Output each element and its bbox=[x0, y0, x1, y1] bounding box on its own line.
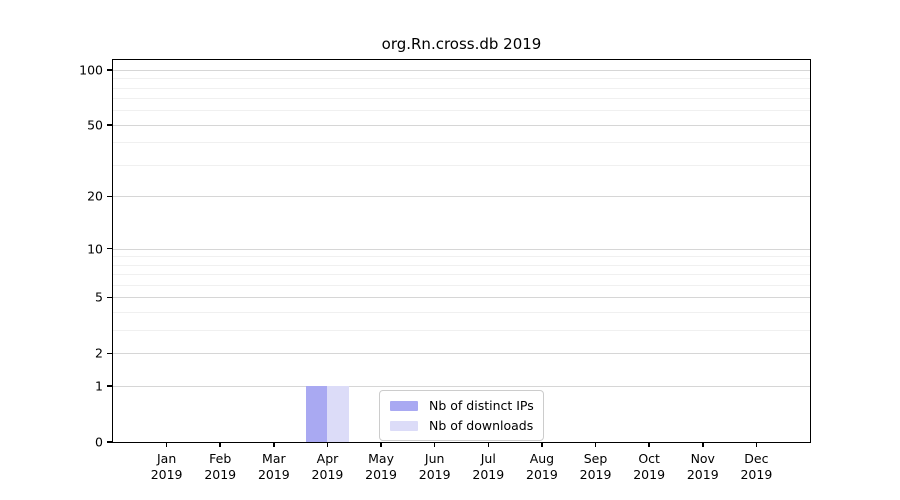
x-tick-mark bbox=[541, 442, 543, 447]
minor-gridline bbox=[113, 285, 810, 287]
y-tick-mark bbox=[107, 441, 112, 443]
minor-gridline bbox=[113, 312, 810, 314]
y-tick-label: 2 bbox=[95, 345, 103, 361]
legend-item-downloads: Nb of downloads bbox=[390, 418, 534, 433]
x-tick-mark bbox=[487, 442, 490, 447]
x-tick-label: Dec 2019 bbox=[740, 451, 773, 482]
plot-area: Nb of distinct IPs Nb of downloads 100 50… bbox=[79, 59, 811, 482]
legend-label-distinct-ips: Nb of distinct IPs bbox=[429, 398, 534, 413]
minor-gridline bbox=[113, 142, 810, 144]
major-gridline bbox=[113, 297, 810, 299]
minor-gridline bbox=[113, 110, 810, 112]
legend-item-distinct-ips: Nb of distinct IPs bbox=[390, 398, 534, 413]
x-tick-mark bbox=[755, 442, 758, 447]
major-gridline bbox=[113, 124, 810, 126]
chart-title: org.Rn.cross.db 2019 bbox=[381, 35, 542, 53]
minor-gridline bbox=[113, 78, 810, 80]
minor-gridline bbox=[113, 256, 810, 258]
x-tick-mark bbox=[165, 442, 168, 447]
x-tick-mark bbox=[219, 442, 221, 447]
legend: Nb of distinct IPs Nb of downloads bbox=[379, 390, 544, 441]
x-tick-label: Jan 2019 bbox=[150, 451, 183, 482]
minor-gridline bbox=[113, 87, 810, 89]
x-tick-label: Sep 2019 bbox=[579, 451, 612, 482]
y-tick-label: 100 bbox=[79, 62, 103, 78]
y-tick-label: 10 bbox=[87, 241, 103, 257]
x-tick-label: Jun 2019 bbox=[418, 451, 451, 482]
legend-swatch-distinct-ips bbox=[390, 400, 418, 411]
y-tick-label: 50 bbox=[87, 117, 103, 133]
x-tick-mark bbox=[648, 442, 650, 447]
x-tick-label: Feb 2019 bbox=[204, 451, 237, 482]
y-tick-mark bbox=[107, 296, 112, 299]
x-tick-label: Oct 2019 bbox=[633, 451, 666, 482]
x-tick-label: Aug 2019 bbox=[526, 451, 558, 482]
minor-gridline bbox=[113, 274, 810, 276]
major-gridline bbox=[113, 248, 810, 250]
y-tick-label: 20 bbox=[87, 188, 103, 204]
minor-gridline bbox=[113, 98, 810, 100]
y-tick-mark bbox=[107, 195, 112, 198]
x-tick-mark bbox=[702, 442, 704, 447]
y-tick-mark bbox=[107, 69, 112, 71]
legend-label-downloads: Nb of downloads bbox=[429, 418, 534, 433]
y-tick-label: 0 bbox=[95, 434, 103, 450]
x-tick-mark bbox=[273, 442, 275, 447]
y-tick-mark bbox=[107, 352, 112, 355]
y-tick-label: 5 bbox=[95, 289, 103, 305]
x-tick-mark bbox=[594, 442, 597, 447]
y-tick-mark bbox=[107, 385, 112, 387]
legend-swatch-downloads bbox=[390, 420, 418, 431]
minor-gridline bbox=[113, 264, 810, 266]
x-tick-label: May 2019 bbox=[365, 451, 397, 482]
y-tick-label: 1 bbox=[95, 378, 103, 394]
y-tick-mark bbox=[107, 247, 112, 250]
x-tick-mark bbox=[326, 442, 329, 447]
bar-nb-of-downloads-apr bbox=[327, 386, 349, 442]
x-tick-mark bbox=[380, 442, 382, 447]
minor-gridline bbox=[113, 330, 810, 332]
x-tick-label: Nov 2019 bbox=[686, 451, 719, 482]
major-gridline bbox=[113, 353, 810, 355]
minor-gridline bbox=[113, 165, 810, 167]
y-tick-mark bbox=[107, 124, 112, 126]
bar-nb-of-distinct-ips-apr bbox=[306, 386, 328, 442]
x-tick-mark bbox=[433, 442, 436, 447]
major-gridline bbox=[113, 69, 810, 71]
major-gridline bbox=[113, 196, 810, 198]
x-tick-label: Jul 2019 bbox=[472, 451, 505, 482]
x-tick-label: Mar 2019 bbox=[257, 451, 290, 482]
major-gridline bbox=[113, 386, 810, 388]
x-tick-label: Apr 2019 bbox=[311, 451, 344, 482]
